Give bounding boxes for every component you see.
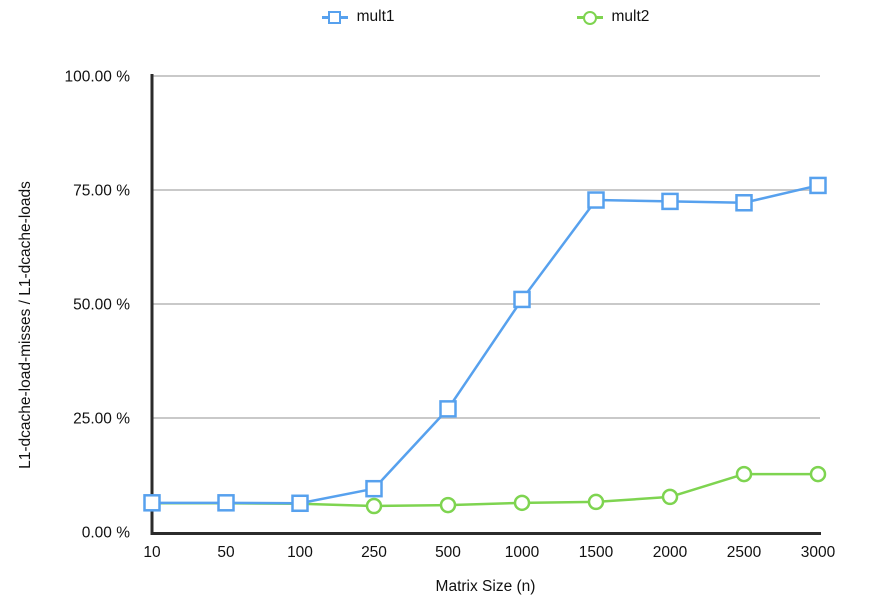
y-tick-label-100: 100.00 % — [65, 69, 131, 86]
x-tick-label-100: 100 — [287, 544, 313, 561]
y-tick-label-25: 25.00 % — [73, 411, 130, 428]
mult2-point-250 — [365, 497, 383, 515]
mult1-line — [152, 184, 819, 505]
legend-circle-marker-icon — [576, 10, 603, 25]
legend-square-marker-icon — [321, 10, 348, 25]
y-tick-label-75: 75.00 % — [73, 183, 130, 200]
legend-item-mult2: mult2 — [576, 8, 650, 26]
mult2-point-1000 — [513, 494, 531, 512]
chart-legend: mult1 mult2 — [151, 8, 820, 26]
mult2-point-1500 — [587, 493, 605, 511]
legend-label-mult2: mult2 — [611, 8, 650, 25]
x-tick-label-250: 250 — [361, 544, 387, 561]
y-axis-title: L1-dcache-load-misses / L1-dcache-loads — [17, 181, 34, 469]
mult1-point-10 — [143, 494, 161, 512]
mult1-point-500 — [439, 400, 457, 418]
mult1-point-1000 — [513, 290, 531, 309]
x-tick-label-3000: 3000 — [801, 544, 836, 561]
x-tick-label-1000: 1000 — [505, 544, 540, 561]
x-tick-label-50: 50 — [217, 544, 235, 561]
x-tick-label-500: 500 — [435, 544, 461, 561]
mult1-point-250 — [365, 479, 383, 498]
mult2-point-2500 — [735, 465, 753, 483]
mult1-point-50 — [217, 494, 235, 512]
legend-item-mult1: mult1 — [321, 8, 395, 26]
legend-circle-swatch — [582, 10, 597, 25]
mult1-point-2000 — [661, 192, 679, 211]
mult2-line — [152, 472, 818, 508]
y-tick-label-0: 0.00 % — [82, 525, 130, 542]
legend-square-swatch — [327, 10, 341, 24]
y-tick-label-50: 50.00 % — [73, 297, 130, 314]
x-tick-label-1500: 1500 — [579, 544, 614, 561]
mult2-point-3000 — [809, 465, 827, 483]
mult1-point-3000 — [809, 176, 827, 195]
mult2-point-500 — [439, 496, 457, 514]
mult1-point-2500 — [735, 194, 753, 212]
x-axis-title: Matrix Size (n) — [436, 578, 536, 595]
legend-label-mult1: mult1 — [356, 8, 395, 25]
x-tick-label-10: 10 — [143, 544, 161, 561]
x-tick-label-2000: 2000 — [653, 544, 688, 561]
mult1-point-100 — [291, 494, 309, 513]
x-tick-label-2500: 2500 — [727, 544, 762, 561]
mult2-point-2000 — [661, 488, 679, 506]
mult1-point-1500 — [587, 191, 605, 209]
